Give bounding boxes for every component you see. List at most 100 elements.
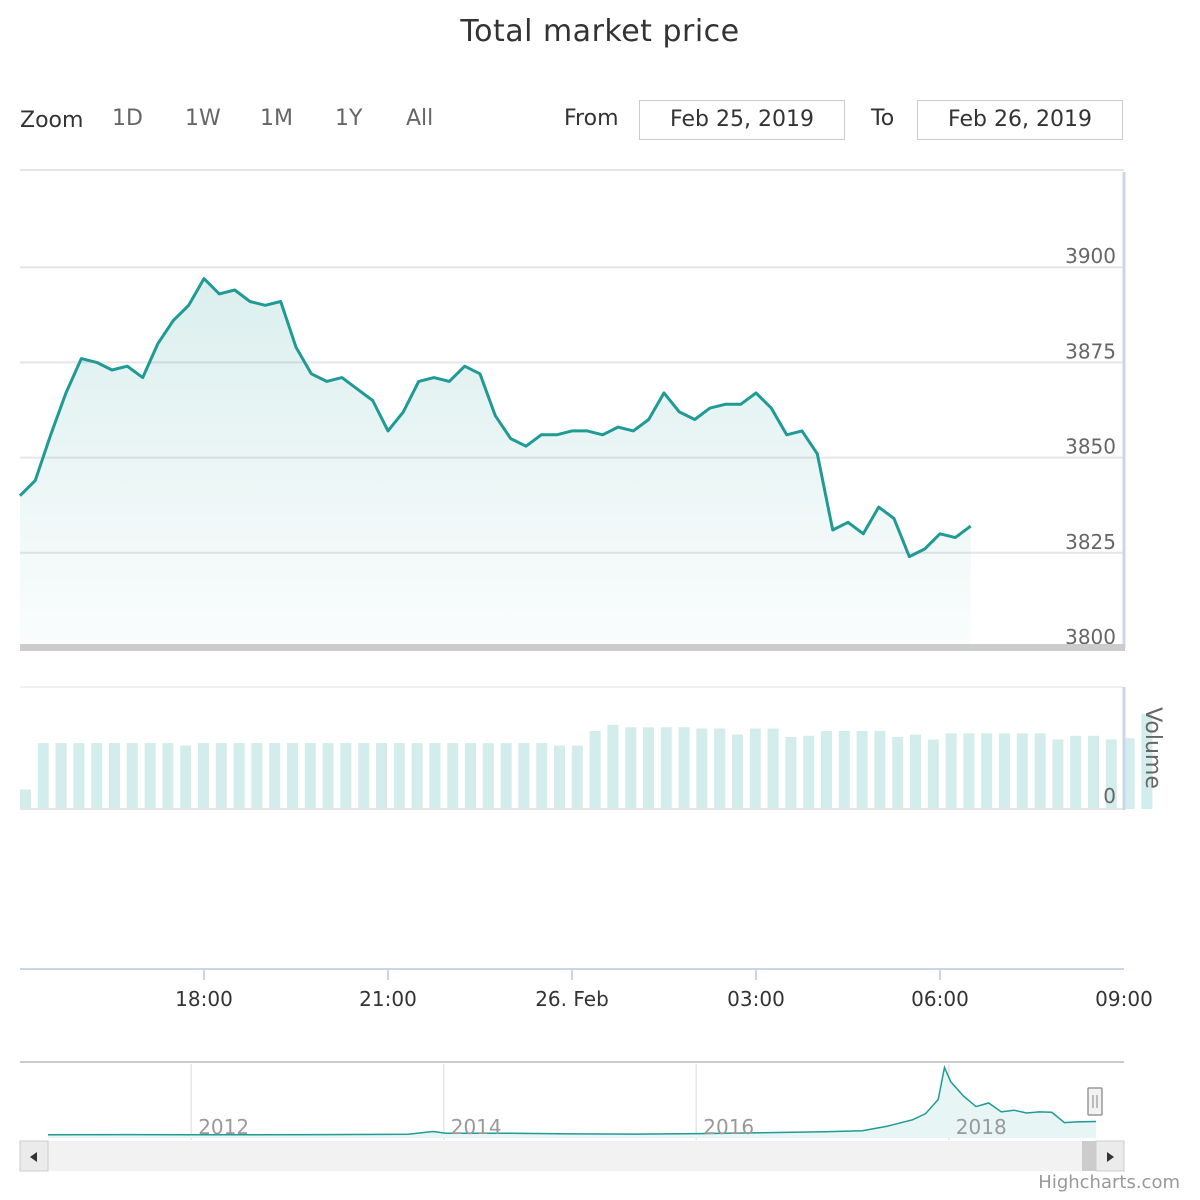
volume-bar[interactable] (109, 743, 120, 809)
volume-bar[interactable] (287, 743, 298, 809)
volume-bar[interactable] (1034, 733, 1046, 809)
zoom-all-button[interactable]: All (406, 106, 434, 131)
volume-bar[interactable] (144, 743, 156, 809)
volume-bar[interactable] (411, 743, 423, 809)
from-date-input[interactable]: Feb 25, 2019 (639, 100, 845, 140)
volume-bars (20, 713, 1153, 809)
volume-bar[interactable] (1105, 739, 1117, 809)
volume-bar[interactable] (821, 730, 832, 809)
volume-bar[interactable] (927, 739, 939, 809)
volume-bar[interactable] (358, 743, 370, 809)
volume-bar[interactable] (838, 730, 850, 809)
price-axis-tick-label: 3875 (1065, 339, 1116, 363)
volume-bar[interactable] (393, 743, 405, 809)
volume-bar[interactable] (340, 743, 352, 809)
volume-bar[interactable] (1070, 735, 1082, 809)
navigator-year-label: 2018 (956, 1115, 1007, 1139)
volume-bar[interactable] (696, 728, 708, 809)
scroll-right-arrow-icon (1107, 1152, 1114, 1162)
volume-bar[interactable] (126, 743, 138, 809)
navigator[interactable]: 2012 2014 2016 2018 (20, 1061, 1124, 1140)
volume-bar[interactable] (1016, 733, 1028, 809)
volume-bar[interactable] (536, 743, 548, 809)
volume-bar[interactable] (304, 743, 316, 809)
volume-bar[interactable] (589, 730, 601, 809)
volume-bar[interactable] (910, 734, 921, 809)
volume-bar[interactable] (1088, 735, 1099, 809)
volume-bar[interactable] (749, 728, 761, 809)
volume-bar[interactable] (714, 728, 726, 809)
zoom-1d-button[interactable]: 1D (112, 106, 143, 131)
scrollbar-track[interactable] (20, 1141, 1124, 1171)
to-date-input[interactable]: Feb 26, 2019 (917, 100, 1123, 140)
zoom-1m-button[interactable]: 1M (260, 106, 293, 131)
price-area (20, 278, 971, 648)
navigator-year-label: 2014 (451, 1115, 502, 1139)
navigator-line (47, 1065, 1097, 1136)
volume-bar[interactable] (892, 737, 904, 809)
volume-bar[interactable] (162, 743, 174, 809)
scrollbar-thumb[interactable] (1082, 1141, 1096, 1171)
navigator-handle[interactable] (1087, 1087, 1103, 1116)
volume-bar[interactable] (660, 727, 672, 809)
volume-bar[interactable] (91, 743, 103, 809)
volume-bar[interactable] (482, 743, 494, 809)
scrollbar[interactable] (19, 1140, 1125, 1172)
volume-bar[interactable] (500, 743, 512, 809)
price-axis-tick-label: 3850 (1065, 435, 1116, 459)
scroll-left-arrow-icon (30, 1152, 37, 1162)
volume-bar[interactable] (856, 730, 868, 809)
x-axis-tick-label: 26. Feb (535, 987, 609, 1011)
volume-axis-labels: 0 Volume (1103, 707, 1165, 808)
volume-bar[interactable] (767, 728, 779, 809)
volume-bar[interactable] (233, 743, 245, 809)
volume-bar[interactable] (874, 730, 886, 809)
navigator-area (48, 1067, 1096, 1138)
volume-bar[interactable] (215, 743, 227, 809)
volume-bar[interactable] (73, 743, 85, 809)
x-axis-tick-label: 21:00 (359, 987, 417, 1011)
volume-bar[interactable] (37, 743, 49, 809)
volume-bar[interactable] (322, 743, 334, 809)
volume-bar[interactable] (429, 743, 441, 809)
price-line[interactable] (18, 277, 972, 559)
volume-bar[interactable] (518, 743, 530, 809)
x-axis-tick-label: 06:00 (911, 987, 969, 1011)
volume-bar[interactable] (269, 743, 281, 809)
volume-bar[interactable] (803, 735, 815, 809)
volume-bar[interactable] (625, 727, 637, 809)
volume-bar[interactable] (376, 743, 387, 809)
volume-bar[interactable] (607, 724, 619, 809)
volume-bar[interactable] (945, 733, 957, 809)
volume-bar[interactable] (198, 743, 209, 809)
zoom-1y-button[interactable]: 1Y (335, 106, 363, 131)
volume-bar[interactable] (465, 743, 476, 809)
zoom-1w-button[interactable]: 1W (185, 106, 221, 131)
price-axis-tick-label: 3900 (1065, 244, 1116, 268)
volume-bar[interactable] (251, 743, 263, 809)
volume-bar[interactable] (963, 733, 975, 809)
volume-bar[interactable] (1052, 739, 1064, 809)
volume-bar[interactable] (55, 743, 67, 809)
volume-bar[interactable] (732, 734, 743, 809)
volume-axis-tick-label: 0 (1103, 784, 1116, 808)
volume-bar[interactable] (785, 737, 797, 809)
volume-bar[interactable] (180, 745, 192, 809)
navigator-year-label: 2016 (703, 1115, 754, 1139)
volume-bar[interactable] (571, 745, 583, 809)
volume-bar[interactable] (981, 733, 993, 809)
volume-bar[interactable] (643, 727, 654, 809)
navigator-year-label: 2012 (198, 1115, 249, 1139)
highcharts-credits[interactable]: Highcharts.com (1038, 1172, 1180, 1193)
volume-bar[interactable] (1141, 713, 1153, 809)
x-axis-tick-label: 03:00 (727, 987, 785, 1011)
volume-bar[interactable] (1123, 738, 1135, 809)
volume-bar[interactable] (20, 789, 31, 809)
volume-bar[interactable] (447, 743, 459, 809)
volume-bar[interactable] (678, 727, 690, 809)
zoom-label: Zoom (20, 108, 84, 133)
volume-bar[interactable] (554, 745, 565, 809)
volume-bar[interactable] (999, 733, 1010, 809)
